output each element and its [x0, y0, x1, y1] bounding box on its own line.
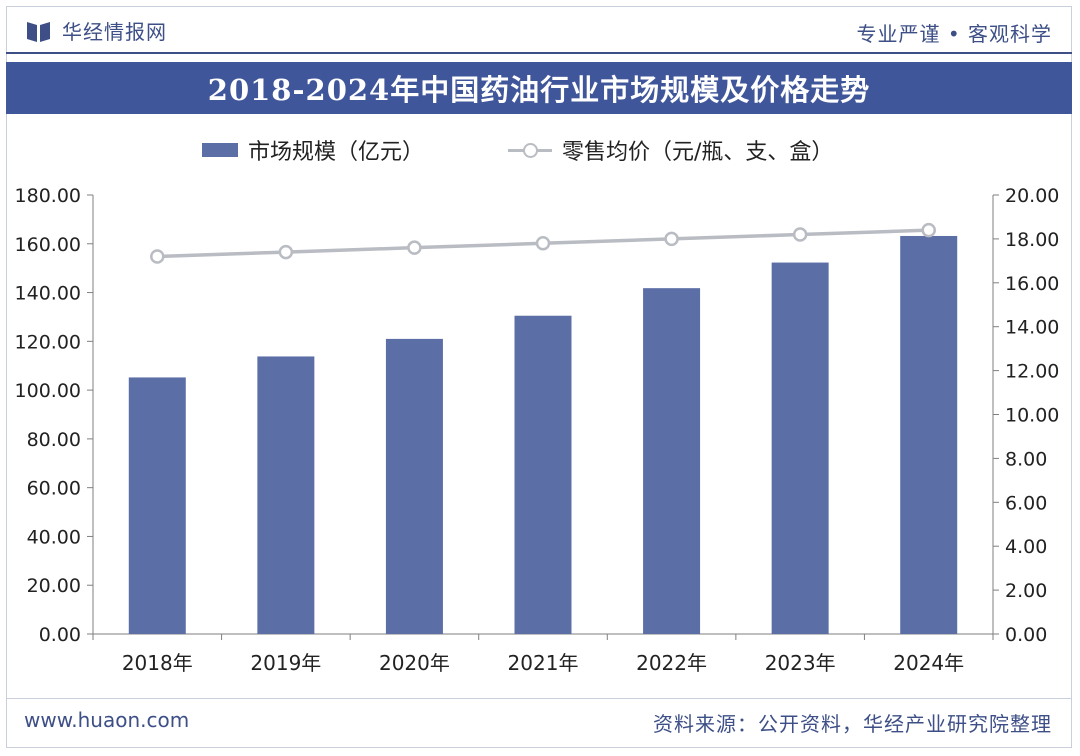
point-retail-price — [150, 249, 165, 264]
left-tick-label: 80.00 — [27, 429, 81, 451]
left-tick-label: 120.00 — [15, 331, 81, 353]
brand-name: 华经情报网 — [62, 20, 167, 44]
book-logo-icon — [27, 21, 50, 42]
left-tick-label: 0.00 — [39, 624, 81, 646]
left-tick-label: 180.00 — [15, 185, 81, 207]
right-tick-label: 20.00 — [1005, 185, 1059, 207]
point-retail-price — [792, 227, 808, 242]
left-tick-label: 40.00 — [27, 526, 81, 548]
legend-label-market-size: 市场规模（亿元） — [248, 140, 425, 165]
right-tick-label: 8.00 — [1005, 448, 1047, 470]
title-bar: 2018-2024年中国药油行业市场规模及价格走势 — [6, 62, 1072, 114]
right-tick-label: 10.00 — [1005, 405, 1059, 427]
right-tick-label: 6.00 — [1005, 492, 1047, 514]
bar-market-size — [643, 288, 701, 634]
header-divider — [6, 52, 1072, 54]
left-tick-label: 100.00 — [15, 380, 81, 402]
left-tick-label: 160.00 — [15, 234, 81, 256]
point-retail-price — [921, 222, 936, 238]
point-retail-price — [664, 231, 679, 247]
chart-title: 2018-2024年中国药油行业市场规模及价格走势 — [207, 73, 871, 107]
point-retail-price — [407, 240, 422, 255]
right-tick-label: 14.00 — [1005, 317, 1059, 339]
right-tick-label: 0.00 — [1005, 624, 1047, 646]
bar-market-size — [128, 377, 186, 634]
legend-label-retail-price: 零售均价（元/瓶、支、盒） — [562, 140, 834, 165]
brand: 华经情报网 — [26, 16, 167, 45]
left-tick-label: 60.00 — [27, 478, 81, 500]
legend-item-market-size: 市场规模（亿元） — [202, 134, 424, 166]
slogan: 专业严谨 • 客观科学 — [856, 22, 1052, 46]
bar-market-size — [385, 338, 443, 634]
x-tick-label: 2022年 — [636, 651, 707, 675]
bar-market-size — [257, 356, 315, 634]
right-tick-label: 18.00 — [1005, 229, 1059, 251]
point-retail-price — [535, 236, 551, 251]
footer-website[interactable]: www.huaon.com — [24, 708, 190, 732]
legend-bar-swatch — [202, 143, 238, 157]
footer-source: 资料来源：公开资料，华经产业研究院整理 — [653, 712, 1052, 736]
x-tick-label: 2019年 — [250, 651, 321, 675]
bar-market-size — [514, 315, 572, 634]
point-retail-price — [278, 244, 294, 260]
bar-market-size — [771, 262, 829, 634]
legend-line-swatch — [508, 143, 552, 158]
x-tick-label: 2024年 — [893, 651, 964, 675]
left-tick-label: 20.00 — [27, 575, 81, 597]
right-tick-label: 4.00 — [1005, 536, 1047, 558]
x-tick-label: 2020年 — [379, 651, 450, 675]
legend: 市场规模（亿元） 零售均价（元/瓶、支、盒） — [0, 134, 1080, 166]
x-tick-label: 2023年 — [765, 651, 836, 675]
legend-item-retail-price: 零售均价（元/瓶、支、盒） — [508, 134, 833, 166]
left-tick-label: 140.00 — [15, 283, 81, 305]
bar-market-size — [900, 235, 958, 634]
right-tick-label: 16.00 — [1005, 273, 1059, 295]
x-tick-label: 2018年 — [122, 651, 193, 675]
chart-plot: 0.00 20.00 40.00 60.00 80.00 100.00 120.00 140.… — [15, 185, 1060, 675]
x-tick-label: 2021年 — [508, 651, 579, 675]
chart-frame — [6, 6, 1072, 748]
footer-divider — [6, 698, 1072, 699]
right-tick-label: 2.00 — [1005, 580, 1047, 602]
right-tick-label: 12.00 — [1005, 361, 1059, 383]
